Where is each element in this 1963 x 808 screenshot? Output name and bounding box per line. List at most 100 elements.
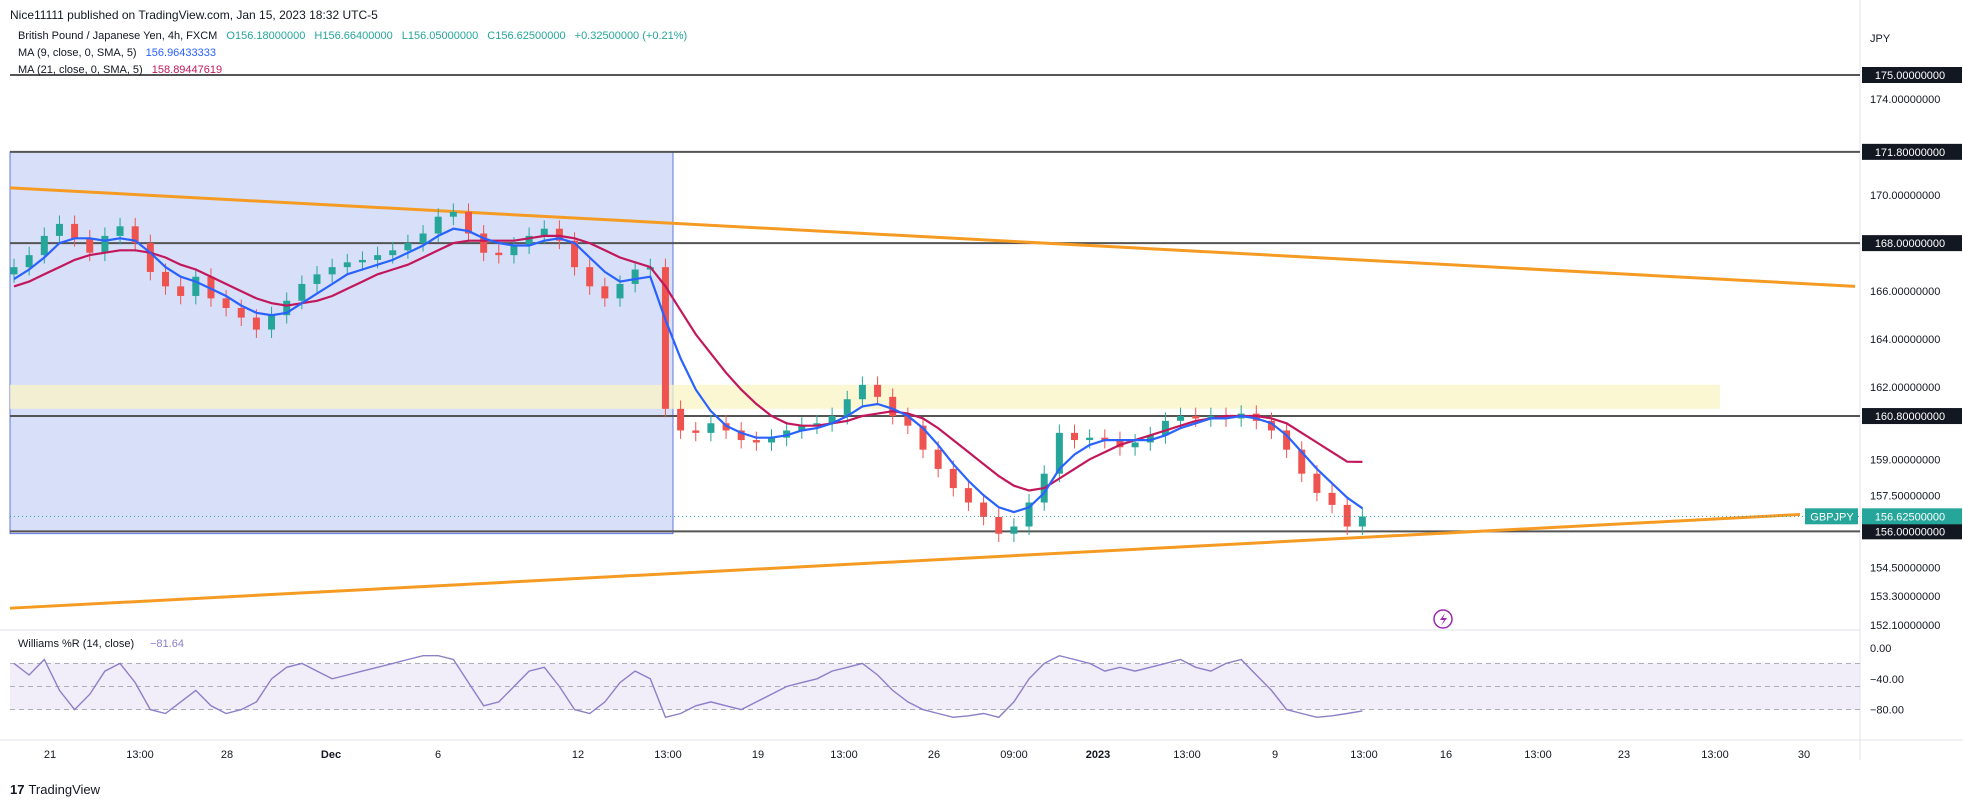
- candle-body: [964, 488, 972, 503]
- trendline: [9, 186, 1856, 288]
- candle-body: [1313, 473, 1321, 493]
- candle-body: [980, 502, 988, 517]
- ma9-legend[interactable]: MA (9, close, 0, SMA, 5) 156.96433333: [18, 47, 222, 59]
- candle-body: [525, 235, 533, 246]
- candle-body: [631, 269, 639, 284]
- time-tick-label: 6: [435, 749, 441, 761]
- candle-body: [1055, 432, 1063, 474]
- level-label: 168.00000000: [1875, 238, 1945, 250]
- candle-body: [1192, 416, 1200, 419]
- price-tick-label: 152.10000000: [1870, 620, 1940, 632]
- candle-body: [101, 235, 109, 253]
- candle-body: [71, 223, 79, 239]
- candle-body: [1010, 526, 1018, 534]
- candle-body: [616, 283, 624, 299]
- candle-body: [298, 283, 306, 301]
- level-label: 156.00000000: [1875, 526, 1945, 538]
- candle-body: [843, 399, 851, 417]
- level-label-bg: [1862, 408, 1962, 425]
- candle-body: [949, 468, 957, 489]
- candle-body: [131, 226, 139, 244]
- candle-body: [495, 252, 503, 256]
- candle-body: [1358, 516, 1366, 527]
- candle-body: [1252, 413, 1260, 421]
- level-label-bg: [1862, 67, 1962, 83]
- time-tick-label: 13:00: [1350, 749, 1378, 761]
- candle-body: [858, 384, 866, 400]
- candle-body: [449, 211, 457, 217]
- candle-body: [1071, 432, 1078, 441]
- candle-body: [828, 416, 836, 424]
- candle-body: [434, 216, 442, 234]
- candle-body: [1177, 416, 1185, 421]
- candle-body: [874, 384, 882, 397]
- candle-body: [116, 226, 124, 236]
- candle-body: [919, 425, 927, 450]
- price-tick-label: 162.00000000: [1870, 382, 1940, 394]
- price-axis-bg: [1860, 0, 1963, 760]
- candle-body: [783, 430, 791, 438]
- wr-tick-label: −80.00: [1870, 705, 1904, 717]
- ohlc-change: +0.32500000 (+0.21%): [574, 30, 688, 42]
- candle-body: [358, 259, 366, 263]
- wr-value: −81.64: [150, 638, 184, 650]
- candle-body: [55, 223, 63, 236]
- level-label-bg: [1862, 143, 1962, 160]
- candle-body: [374, 255, 382, 260]
- ohlc-high: H156.66400000: [314, 30, 393, 42]
- time-tick-label: 16: [1440, 749, 1452, 761]
- time-tick-label: 13:00: [1701, 749, 1729, 761]
- candle-body: [1025, 502, 1033, 527]
- candle-body: [207, 276, 215, 299]
- tradingview-footer[interactable]: 17 TradingView: [10, 782, 100, 797]
- time-tick-label: 13:00: [1524, 749, 1552, 761]
- williams-r-line: [13, 654, 1363, 719]
- symbol-tag: GBPJPY: [1810, 511, 1854, 523]
- time-tick-label: 2023: [1086, 749, 1110, 761]
- time-tick-label: 19: [752, 749, 764, 761]
- time-tick-label: 23: [1618, 749, 1630, 761]
- price-tick-label: 159.00000000: [1870, 454, 1940, 466]
- time-tick-label: 21: [44, 749, 56, 761]
- candle-body: [222, 298, 230, 308]
- ohlc-low: L156.05000000: [401, 30, 479, 42]
- tradingview-logo-icon: 17: [10, 782, 25, 797]
- ma21-legend[interactable]: MA (21, close, 0, SMA, 5) 158.89447619: [18, 64, 228, 76]
- candle-body: [571, 240, 579, 268]
- level-label-bg: [1862, 235, 1962, 252]
- time-tick-label: Dec: [321, 749, 341, 761]
- candle-body: [1207, 416, 1215, 419]
- candle-body: [1131, 442, 1139, 448]
- price-tick-label: 164.00000000: [1870, 334, 1940, 346]
- level-label: 175.00000000: [1875, 70, 1945, 82]
- candle-body: [889, 396, 897, 417]
- candle-body: [40, 235, 48, 256]
- candle-body: [389, 250, 397, 256]
- candle-body: [343, 262, 351, 268]
- level-label: 171.80000000: [1875, 147, 1945, 159]
- candle-body: [904, 416, 912, 426]
- candle-body: [1086, 437, 1094, 441]
- candle-body: [707, 423, 715, 433]
- published-note: Nice11111 published on TradingView.com, …: [10, 8, 378, 22]
- candle-body: [1146, 435, 1154, 443]
- last-price-label-bg: [1862, 508, 1962, 525]
- time-tick-label: 9: [1272, 749, 1278, 761]
- candle-body: [268, 315, 276, 330]
- price-tick-label: 174.00000000: [1870, 94, 1940, 106]
- candle-body: [1298, 449, 1306, 474]
- candle-body: [146, 243, 154, 272]
- time-tick-label: 09:00: [1000, 749, 1028, 761]
- candle-body: [934, 449, 942, 469]
- ma21-value: 158.89447619: [151, 64, 223, 76]
- candle-body: [1222, 416, 1230, 419]
- wr-tick-label: 0.00: [1870, 643, 1891, 655]
- candle-body: [1343, 504, 1351, 527]
- instrument-title: British Pound / Japanese Yen, 4h, FXCM: [18, 30, 218, 42]
- time-tick-label: 13:00: [126, 749, 154, 761]
- candle-body: [601, 286, 609, 299]
- candle-body: [555, 228, 563, 241]
- candle-body: [510, 245, 518, 256]
- candle-body: [1283, 430, 1291, 450]
